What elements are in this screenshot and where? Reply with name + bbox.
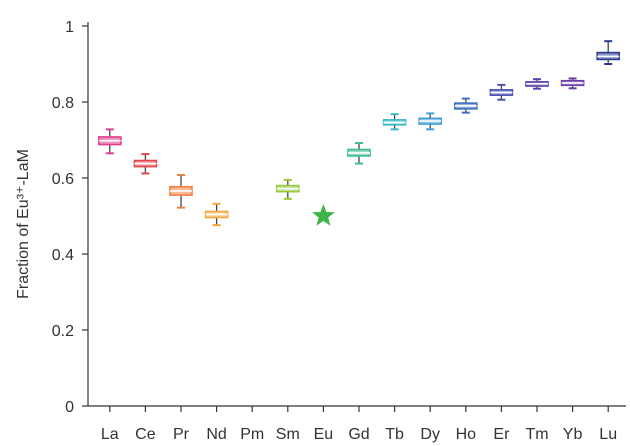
markers	[311, 204, 335, 226]
box-gd	[347, 142, 371, 165]
box-yb	[560, 77, 585, 90]
box-dy	[418, 112, 443, 131]
y-tick-label: 0.8	[52, 95, 74, 112]
box-pr	[169, 173, 193, 209]
x-tick-label: Pm	[240, 426, 264, 443]
x-tick-label: Er	[493, 426, 510, 443]
x-tick-label: Ho	[456, 426, 477, 443]
x-tick-label: Eu	[314, 426, 334, 443]
box-la	[98, 128, 122, 155]
x-tick-label: Pr	[173, 426, 190, 443]
boxes	[98, 40, 621, 227]
y-tick-label: 0.6	[52, 171, 74, 188]
box-er	[489, 83, 514, 101]
x-tick-label: Yb	[563, 426, 583, 443]
y-tick-label: 1	[65, 19, 74, 36]
x-tick-label: Lu	[599, 426, 617, 443]
x-tick-label: La	[101, 426, 119, 443]
box-ho	[453, 97, 478, 114]
box-nd	[204, 202, 229, 227]
box-tb	[382, 113, 407, 131]
x-tick-label: Tb	[385, 426, 404, 443]
box-tm	[525, 78, 549, 90]
y-tick-label: 0	[65, 399, 74, 416]
x-tick-label: Nd	[206, 426, 226, 443]
y-axis-title: Fraction of Eu³⁺-LaM	[15, 149, 32, 299]
axes: 0 0.2 0.4 0.6 0.8 1 La Ce Pr Nd Pm Sm Eu Gd Tb Dy Ho Er T…	[15, 19, 626, 443]
marker-star-eu	[311, 204, 335, 226]
y-tick-label: 0.2	[52, 323, 74, 340]
x-tick-label: Sm	[276, 426, 300, 443]
box-sm	[275, 178, 300, 200]
y-tick-label: 0.4	[52, 247, 74, 264]
y-ticks: 0 0.2 0.4 0.6 0.8 1	[52, 19, 88, 416]
x-tick-label: Tm	[525, 426, 548, 443]
x-ticks: La Ce Pr Nd Pm Sm Eu Gd Tb Dy Ho Er Tm Yb Lu	[101, 406, 617, 443]
x-tick-label: Gd	[348, 426, 369, 443]
x-tick-label: Dy	[420, 426, 440, 443]
box-ce	[133, 153, 158, 175]
box-lu	[596, 40, 621, 65]
x-tick-label: Ce	[135, 426, 156, 443]
